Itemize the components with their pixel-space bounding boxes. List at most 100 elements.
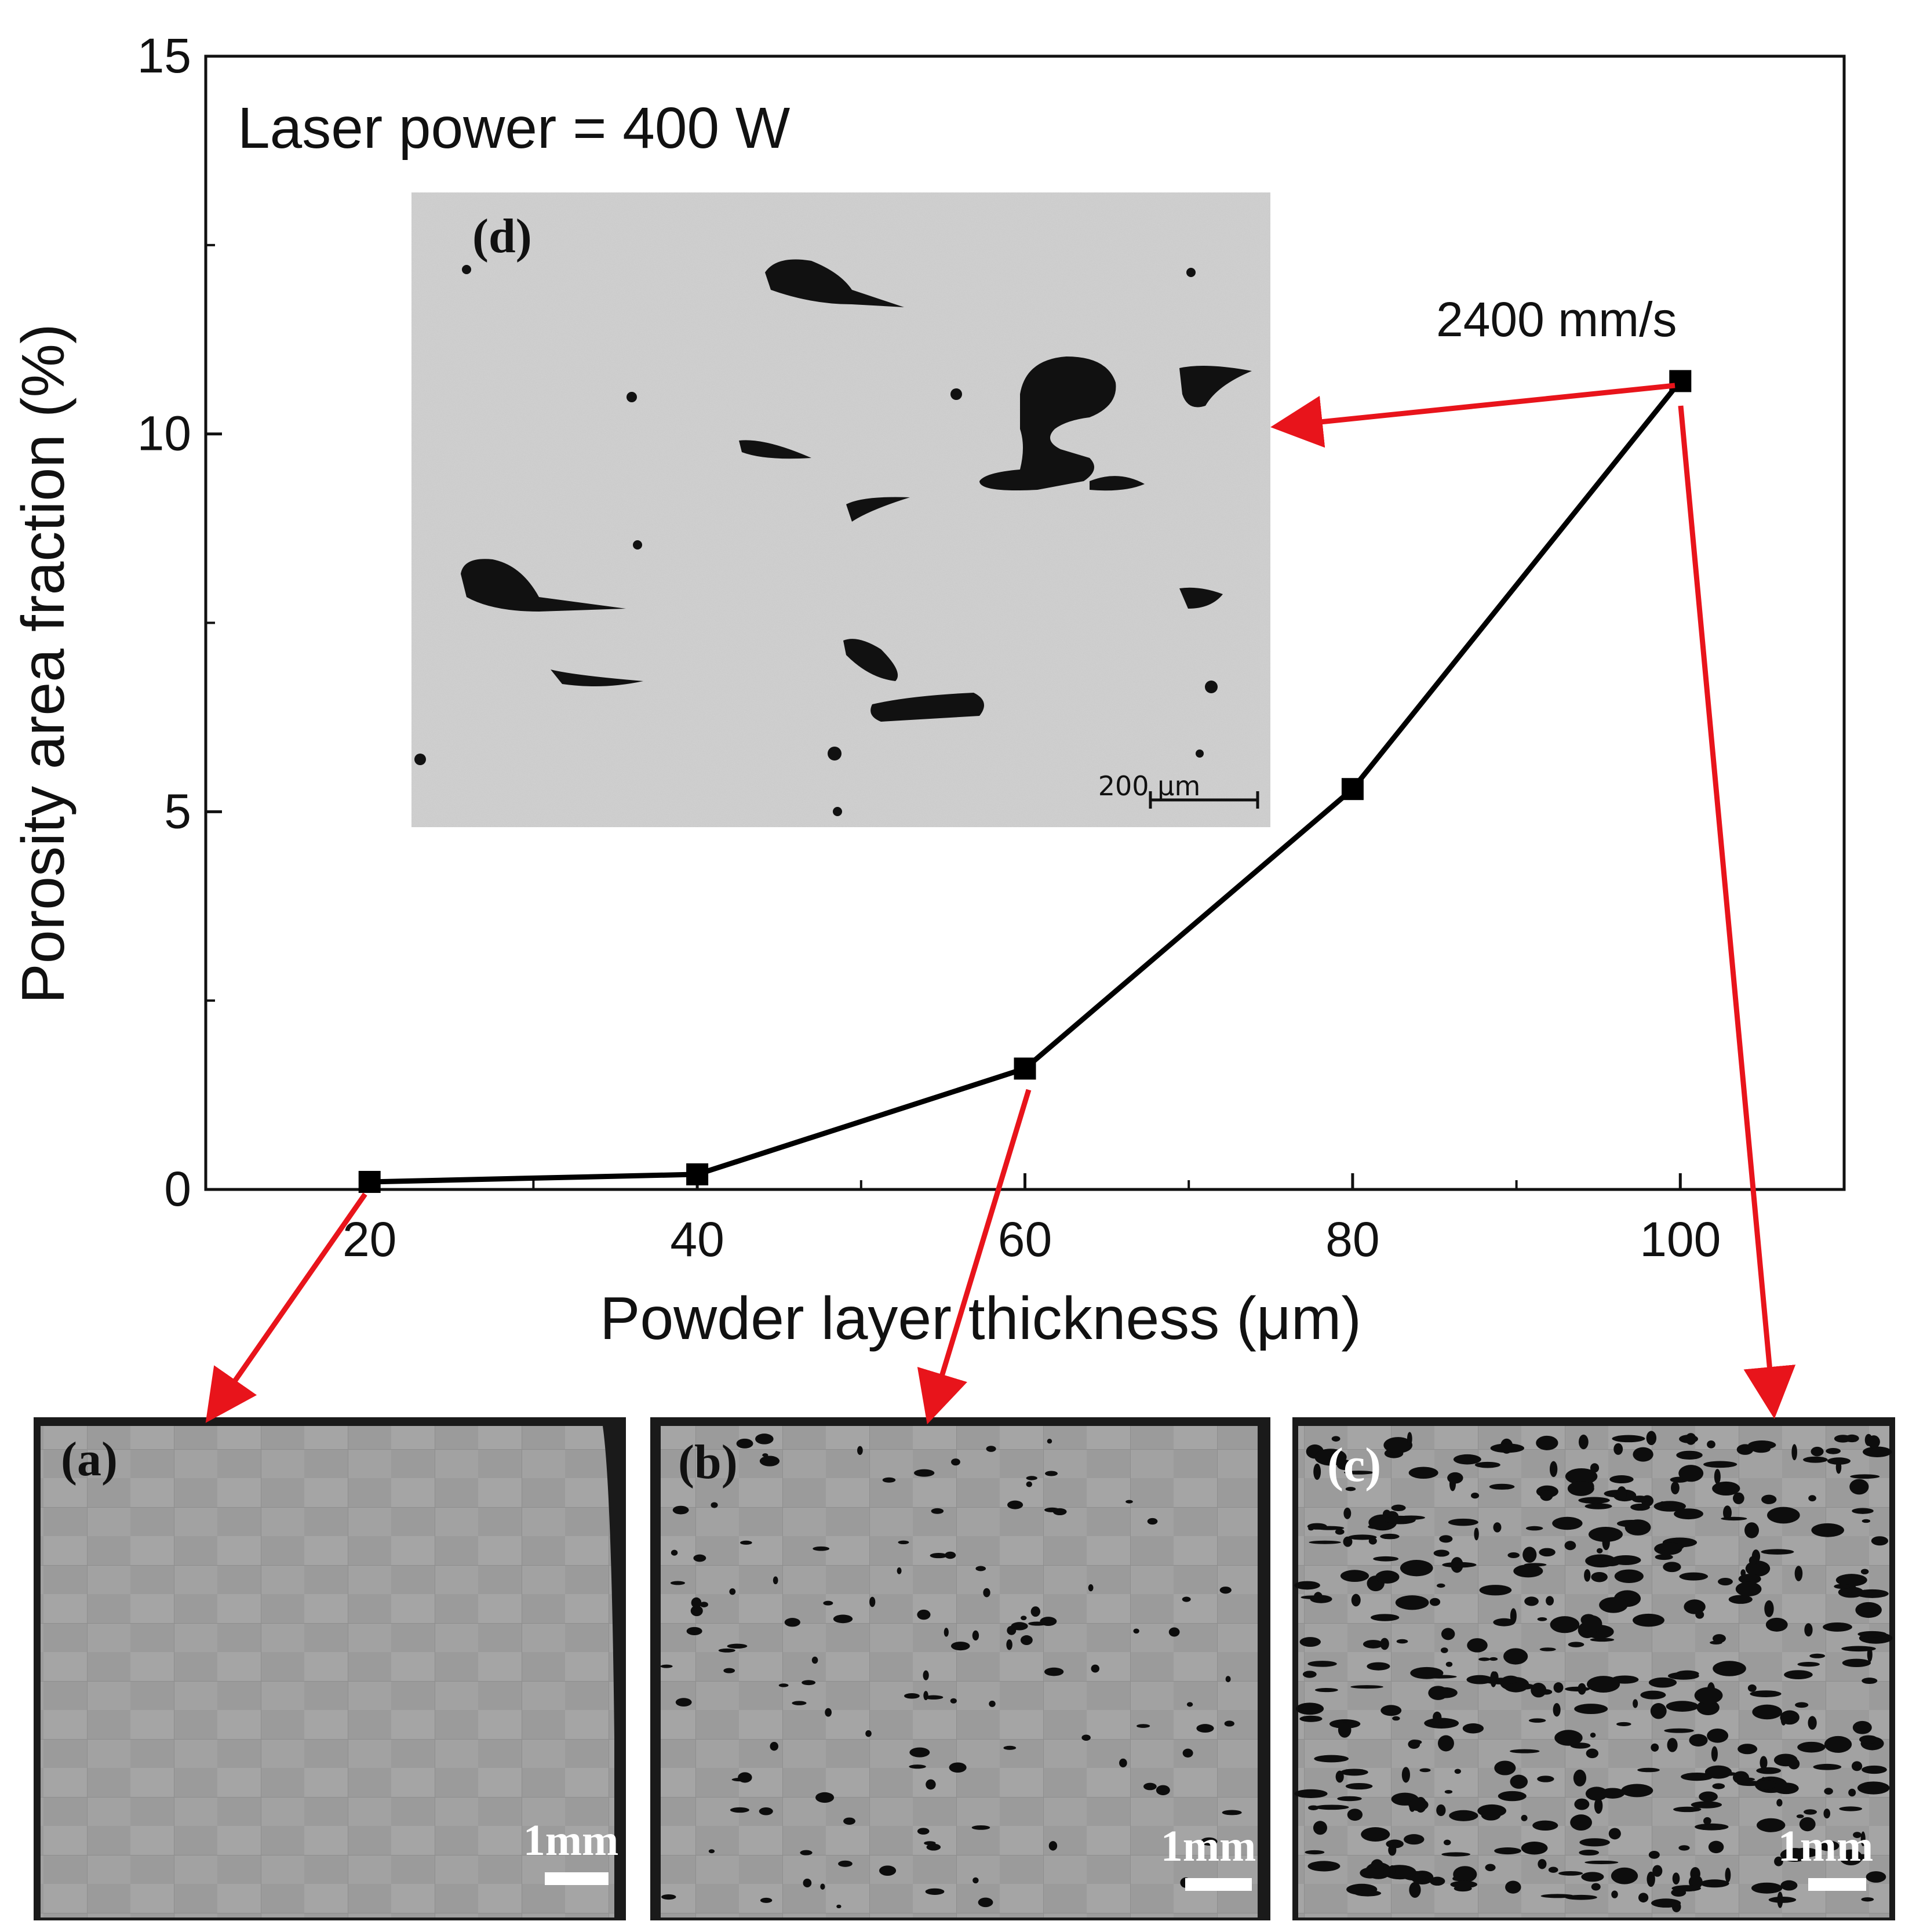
pore xyxy=(1489,1657,1498,1661)
pore xyxy=(1579,1838,1610,1847)
panel-b-scale-text: 1mm xyxy=(1161,1822,1256,1871)
inset-d-pores xyxy=(414,259,1252,816)
pore xyxy=(1340,1570,1369,1582)
pore xyxy=(1503,1648,1528,1665)
pore xyxy=(1621,1784,1653,1798)
pore xyxy=(1313,1592,1323,1603)
pore xyxy=(1594,1798,1603,1814)
pore xyxy=(1646,1431,1657,1446)
pore xyxy=(1044,1667,1064,1676)
pore xyxy=(1507,1552,1520,1558)
pore xyxy=(1856,1589,1889,1598)
pore xyxy=(1404,1834,1425,1845)
pore xyxy=(1296,1702,1324,1715)
pore xyxy=(1510,1608,1517,1624)
pore xyxy=(661,1894,676,1900)
pore xyxy=(917,1609,931,1620)
pore xyxy=(1522,1547,1537,1563)
pore xyxy=(1574,1704,1608,1715)
pore xyxy=(1659,1501,1665,1508)
pore xyxy=(792,1701,807,1705)
pore xyxy=(670,1581,686,1585)
pore xyxy=(811,1656,818,1664)
pore xyxy=(1091,1664,1099,1673)
pore xyxy=(1747,1684,1757,1692)
pore xyxy=(1748,1440,1776,1450)
pore xyxy=(924,1841,936,1846)
pore xyxy=(1474,1527,1479,1541)
pore xyxy=(882,1477,896,1483)
pore xyxy=(1314,1449,1347,1466)
pore xyxy=(1679,1572,1709,1581)
pore xyxy=(1792,1847,1819,1858)
pore xyxy=(1616,1486,1627,1501)
pore xyxy=(823,1600,833,1606)
pore xyxy=(1485,1864,1496,1872)
pore xyxy=(1383,1865,1416,1880)
pore xyxy=(1860,1569,1869,1575)
x-tick-label: 20 xyxy=(343,1212,396,1267)
pore xyxy=(1440,1647,1448,1653)
pore xyxy=(1436,1583,1445,1588)
pore xyxy=(1479,1585,1512,1596)
pore xyxy=(1780,1880,1798,1891)
pore xyxy=(1537,1617,1547,1621)
pore xyxy=(924,1695,944,1700)
pore xyxy=(1200,1837,1218,1846)
pore xyxy=(1045,1471,1058,1476)
pore xyxy=(1780,1710,1800,1725)
pore xyxy=(1433,1549,1449,1557)
pore xyxy=(1540,1894,1575,1898)
pore xyxy=(1811,1523,1844,1537)
x-axis-label: Powder layer thickness (μm) xyxy=(600,1285,1361,1352)
pore xyxy=(1478,1657,1491,1661)
pore xyxy=(815,1792,835,1803)
pore xyxy=(1842,1658,1871,1668)
pore xyxy=(1633,1699,1638,1708)
pore xyxy=(1565,1468,1598,1485)
pore xyxy=(1573,1769,1587,1787)
pore xyxy=(1493,1522,1502,1533)
pore xyxy=(1699,1791,1718,1802)
data-point xyxy=(686,1163,709,1185)
pore xyxy=(1600,1788,1625,1799)
pore xyxy=(1624,1519,1651,1536)
pore xyxy=(843,1817,855,1825)
pore xyxy=(1409,1882,1421,1898)
pore xyxy=(1400,1559,1433,1577)
pore xyxy=(1137,1724,1150,1728)
pore xyxy=(784,1618,800,1627)
pore xyxy=(1367,1662,1390,1671)
pore xyxy=(1314,1804,1349,1810)
pore xyxy=(759,1807,773,1815)
pore xyxy=(1345,1783,1373,1790)
pore xyxy=(1156,1785,1170,1796)
pore xyxy=(1707,1440,1715,1449)
pore xyxy=(1813,1763,1842,1770)
pore xyxy=(1596,1548,1603,1553)
pore xyxy=(1182,1748,1193,1758)
pore xyxy=(1470,1493,1480,1499)
pore xyxy=(708,1849,715,1854)
pore xyxy=(1691,1801,1722,1809)
arrow-to-b xyxy=(917,1089,1032,1425)
pore xyxy=(949,1762,967,1773)
pore xyxy=(1391,1504,1406,1511)
pore xyxy=(738,1772,752,1783)
pore xyxy=(1774,1856,1783,1866)
pore xyxy=(1713,1661,1746,1676)
pore xyxy=(1498,1791,1527,1802)
pore xyxy=(1354,1890,1382,1897)
pore xyxy=(971,1825,990,1830)
pore xyxy=(1452,1876,1462,1881)
pore xyxy=(1671,1901,1681,1912)
pore xyxy=(1442,1562,1477,1568)
pore xyxy=(1474,1461,1500,1468)
pore xyxy=(1640,1690,1666,1700)
pore xyxy=(691,1597,702,1609)
axes: 20 40 60 80 100 0 5 10 15 xyxy=(137,28,1845,1267)
pore xyxy=(1584,1860,1619,1864)
pore xyxy=(825,1708,832,1717)
pore xyxy=(740,1540,752,1545)
pore xyxy=(1539,1548,1556,1557)
